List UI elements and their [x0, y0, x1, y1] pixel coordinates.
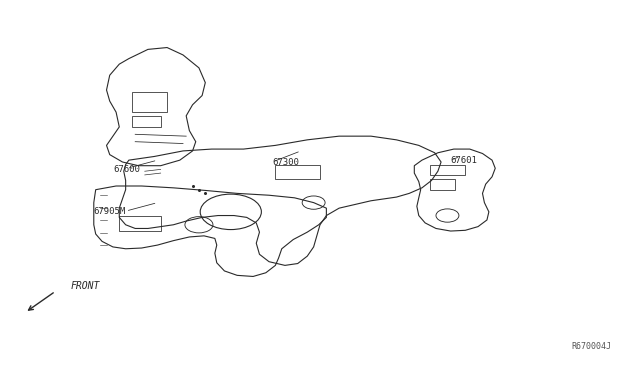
Text: FRONT: FRONT — [70, 281, 100, 291]
Text: R670004J: R670004J — [572, 342, 612, 351]
Text: 67905M: 67905M — [94, 207, 126, 217]
Text: 67300: 67300 — [272, 157, 299, 167]
Text: 67601: 67601 — [451, 155, 477, 165]
Bar — [132, 92, 167, 112]
Bar — [132, 116, 161, 127]
Bar — [429, 164, 465, 175]
Text: 67600: 67600 — [113, 165, 140, 174]
Bar — [275, 164, 320, 179]
Bar — [119, 216, 161, 231]
Bar — [429, 179, 455, 190]
